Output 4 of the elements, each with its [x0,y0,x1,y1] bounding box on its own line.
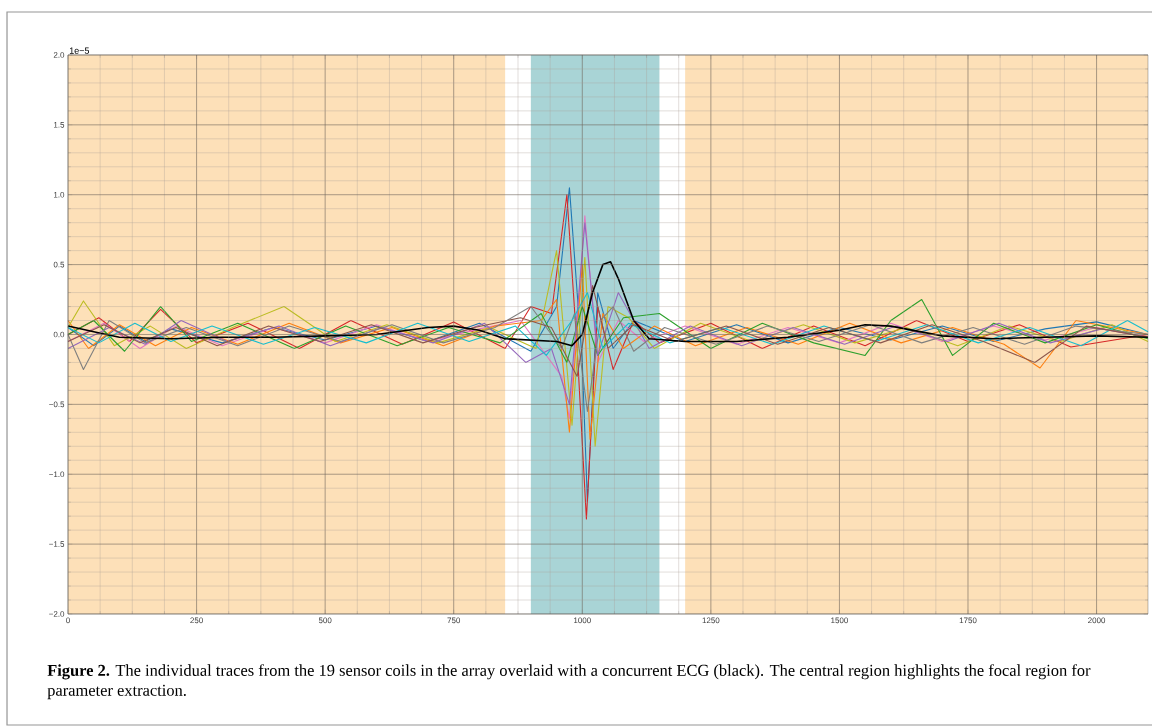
text: Figure 2. The individual traces from the 19 sensor coils in the array overlaid with a concurrent ECG (black). The central region highlights the focal region for parameter extraction. [47,664,1091,700]
line-series [67,292,1149,356]
line-series [67,298,1149,363]
text: 1e−5 [69,47,90,54]
